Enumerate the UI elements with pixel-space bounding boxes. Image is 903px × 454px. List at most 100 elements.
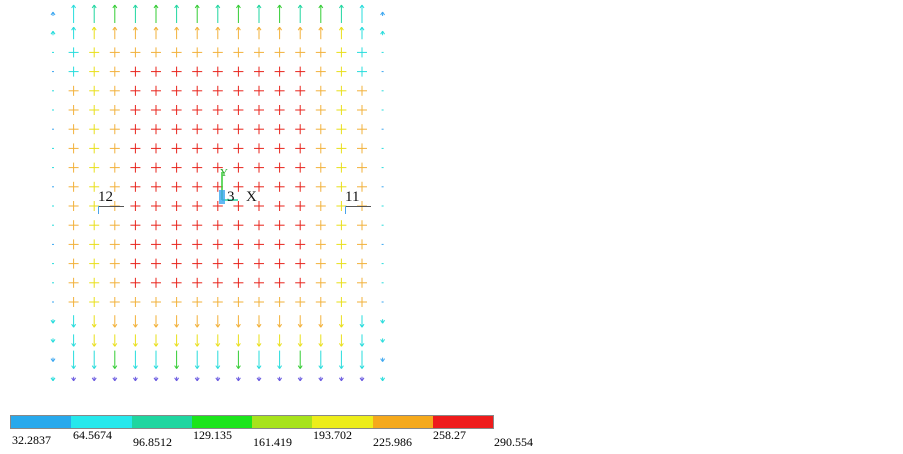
vector-arrow-115	[315, 124, 326, 135]
vector-arrow-13	[318, 4, 324, 23]
vector-arrow-174	[130, 201, 141, 211]
vector-arrow-213	[233, 239, 244, 250]
vector-arrow-44	[254, 47, 264, 58]
vector-arrow-265	[254, 297, 264, 307]
vector-arrow-77	[233, 85, 244, 96]
vector-arrow-63	[295, 66, 306, 77]
vector-arrow-17	[50, 30, 56, 36]
vector-arrow-82	[336, 85, 347, 96]
vector-arrow-247	[233, 277, 244, 288]
vector-arrow-251	[315, 277, 326, 288]
vector-arrow-29	[297, 26, 303, 40]
vector-arrow-4	[132, 4, 138, 23]
vector-arrow-177	[192, 201, 203, 211]
vector-arrow-176	[171, 201, 182, 211]
vector-arrow-52	[68, 66, 79, 77]
vector-arrow-154	[68, 181, 79, 192]
vector-arrow-227	[171, 258, 182, 269]
vector-arrow-337	[338, 376, 344, 382]
vector-arrow-11	[277, 4, 283, 23]
vector-arrow-23	[174, 26, 180, 40]
vector-arrow-276	[132, 315, 138, 328]
vector-arrow-230	[233, 258, 244, 269]
vector-arrow-15	[359, 4, 365, 23]
vector-arrow-320	[338, 350, 344, 369]
vector-arrow-42	[212, 47, 223, 58]
vector-arrow-40	[171, 47, 182, 58]
vector-arrow-143	[192, 162, 203, 173]
vector-arrow-324	[71, 376, 77, 382]
vector-arrow-59	[212, 66, 223, 77]
vector-arrow-293	[132, 334, 138, 347]
vector-arrow-157	[130, 181, 141, 192]
vector-arrow-297	[215, 334, 221, 347]
vector-arrow-69	[68, 85, 79, 96]
vector-arrow-35	[68, 47, 79, 58]
vector-arrow-258	[109, 297, 120, 307]
vector-arrow-336	[318, 376, 324, 382]
vector-arrow-93	[212, 105, 223, 115]
vector-arrow-283	[277, 315, 283, 328]
vector-arrow-304	[359, 334, 365, 347]
vector-arrow-99	[336, 105, 347, 115]
vector-arrow-66	[357, 66, 367, 77]
vector-arrow-208	[130, 239, 141, 250]
vector-arrow-116	[336, 124, 347, 135]
vector-arrow-261	[171, 297, 182, 307]
vector-arrow-328	[153, 376, 159, 382]
vector-arrow-200	[315, 220, 326, 231]
vector-arrow-299	[256, 334, 262, 347]
vector-arrow-24	[194, 26, 200, 40]
legend-swatch-0	[11, 416, 72, 428]
vector-arrow-64	[315, 66, 326, 77]
vector-arrow-132	[315, 143, 326, 154]
vector-arrow-164	[274, 181, 285, 192]
vector-arrow-110	[212, 124, 223, 135]
vector-arrow-329	[174, 376, 180, 382]
vector-arrow-96	[274, 105, 285, 115]
vector-arrow-290	[71, 334, 77, 347]
vector-arrow-38	[130, 47, 141, 58]
vector-arrow-191	[130, 220, 141, 231]
vector-arrow-180	[254, 201, 264, 211]
vector-arrow-125	[171, 143, 182, 154]
vector-arrow-31	[338, 26, 344, 40]
vector-arrow-60	[233, 66, 244, 77]
vector-arrow-87	[89, 105, 100, 115]
vector-arrow-81	[315, 85, 326, 96]
vector-arrow-167	[336, 181, 347, 192]
legend-tick-1: 64.5674	[73, 428, 112, 442]
vector-arrow-216	[295, 239, 306, 250]
vector-arrow-302	[318, 334, 324, 347]
vector-arrow-54	[109, 66, 120, 77]
vector-arrow-71	[109, 85, 120, 96]
node-underline-11	[345, 206, 371, 207]
vector-arrow-92	[192, 105, 203, 115]
vector-arrow-149	[315, 162, 326, 173]
vector-arrow-235	[336, 258, 347, 269]
vector-arrow-257	[89, 297, 100, 307]
vector-arrow-36	[89, 47, 100, 58]
vector-arrow-89	[130, 105, 141, 115]
vector-arrow-245	[192, 277, 203, 288]
vector-arrow-1	[71, 4, 77, 23]
vector-arrow-0	[50, 11, 56, 16]
vector-arrow-39	[151, 47, 161, 58]
vector-arrow-140	[130, 162, 141, 173]
vector-arrow-332	[235, 376, 241, 382]
vector-arrow-325	[91, 376, 97, 382]
vector-arrow-264	[233, 297, 244, 307]
vector-arrow-156	[109, 181, 120, 192]
vector-arrow-26	[235, 26, 241, 40]
vector-arrow-30	[318, 26, 324, 40]
vector-arrow-117	[357, 124, 367, 135]
axis-label-x: X	[246, 189, 257, 205]
vector-arrow-195	[212, 220, 223, 231]
vector-arrow-326	[112, 376, 118, 382]
legend-swatch-2	[131, 416, 192, 428]
vector-arrow-78	[254, 85, 264, 96]
legend-tick-4: 161.419	[253, 435, 292, 449]
vector-arrow-139	[109, 162, 120, 173]
vector-arrow-8	[215, 4, 221, 23]
vector-arrow-205	[68, 239, 79, 250]
